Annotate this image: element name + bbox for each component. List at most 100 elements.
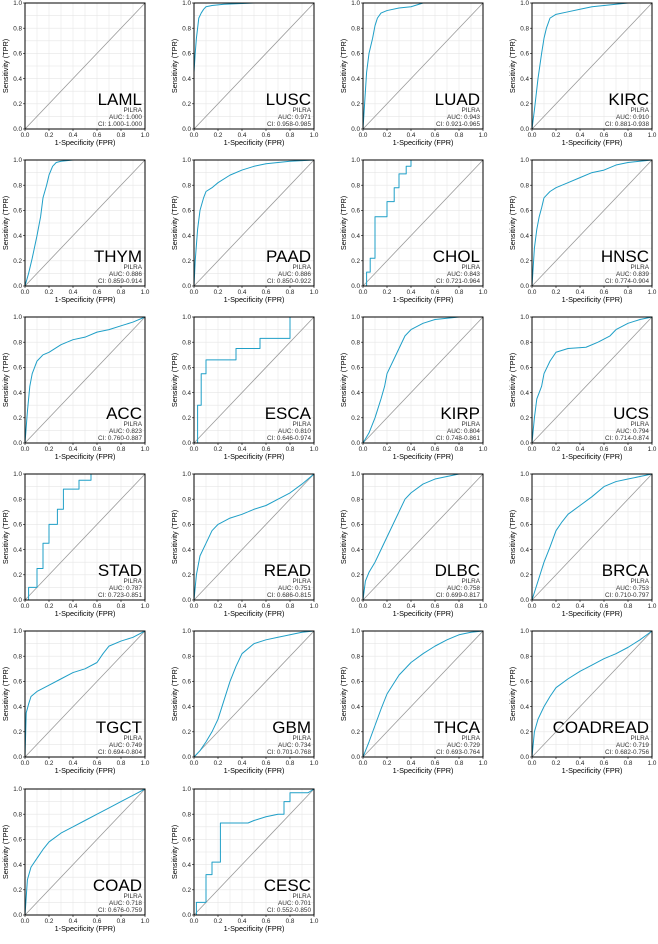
panel-title: LAML: [98, 90, 142, 109]
y-tick-label: 1.0: [13, 471, 22, 478]
y-tick-label: 0.6: [13, 837, 22, 844]
panel-title: CESC: [264, 876, 311, 895]
x-axis-label: 1-Specificity (FPR): [562, 766, 623, 775]
grid: [532, 3, 652, 129]
ci-label: CI: 0.850-0.922: [267, 278, 312, 285]
y-tick-label: 0.0: [182, 126, 191, 133]
ci-label: CI: 0.723-0.851: [98, 592, 143, 599]
y-tick-label: 0.0: [520, 283, 529, 290]
grid: [194, 3, 314, 129]
roc-panel-kirc: 0.00.0 0.2 0.2 0.4 0.4 0.6 0.6 0.8 0.8 1.0 1.0 1-Sp…: [508, 0, 657, 147]
reference-diagonal: [193, 630, 315, 758]
gene-label: PILRA: [293, 421, 312, 428]
x-tick-label: 0.0: [359, 132, 368, 139]
x-tick-label: 0.8: [286, 132, 295, 139]
reference-diagonal: [362, 473, 484, 601]
x-tick-label: 0.0: [21, 918, 30, 925]
auc-label: AUC: 0.753: [616, 585, 649, 592]
y-tick-label: 0.2: [351, 101, 360, 108]
x-axis-label: 1-Specificity (FPR): [55, 609, 116, 618]
plot-frame: [193, 473, 315, 601]
y-tick-label: 0.4: [182, 547, 191, 554]
y-tick-label: 0.8: [13, 182, 22, 189]
panel-title: STAD: [98, 561, 142, 580]
y-tick-label: 0.2: [182, 258, 191, 265]
y-tick-label: 0.8: [182, 339, 191, 346]
y-tick-label: 1.0: [13, 628, 22, 635]
panel-title: ESCA: [265, 404, 312, 423]
y-tick-label: 0.8: [182, 811, 191, 818]
reference-diagonal: [24, 316, 146, 444]
y-tick-label: 0.4: [520, 233, 529, 240]
x-tick-label: 0.8: [455, 760, 464, 767]
y-tick-label: 1.0: [13, 786, 22, 793]
x-axis-label: 1-Specificity (FPR): [224, 766, 285, 775]
x-tick-label: 0.4: [69, 918, 78, 925]
x-tick-label: 0.4: [238, 132, 247, 139]
y-tick-label: 1.0: [182, 0, 191, 7]
y-tick-label: 0.2: [520, 729, 529, 736]
x-axis-label: 1-Specificity (FPR): [224, 452, 285, 461]
roc-panel-acc: 0.00.0 0.2 0.2 0.4 0.4 0.6 0.6 0.8 0.8 1.0 1.0 1-Sp…: [1, 314, 150, 461]
x-tick-label: 0.0: [21, 446, 30, 453]
x-tick-label: 0.8: [624, 760, 633, 767]
y-axis-label: Sensitivity (TPR): [1, 39, 10, 93]
x-tick-label: 1.0: [310, 132, 319, 139]
y-tick-label: 0.4: [520, 76, 529, 83]
y-tick-label: 0.2: [182, 415, 191, 422]
y-tick-label: 0.2: [13, 258, 22, 265]
x-tick-label: 0.8: [117, 918, 126, 925]
y-tick-label: 0.2: [520, 415, 529, 422]
reference-diagonal: [531, 2, 653, 130]
grid: [194, 474, 314, 600]
y-axis-label: Sensitivity (TPR): [1, 667, 10, 721]
x-tick-label: 0.0: [528, 132, 537, 139]
reference-diagonal: [362, 2, 484, 130]
ci-label: CI: 0.699-0.817: [436, 592, 481, 599]
ci-label: CI: 0.958-0.985: [267, 121, 312, 128]
ci-label: CI: 0.881-0.938: [605, 121, 650, 128]
y-axis-label: Sensitivity (TPR): [170, 353, 179, 407]
y-tick-label: 0.2: [520, 101, 529, 108]
auc-label: AUC: 0.719: [616, 742, 649, 749]
x-axis-label: 1-Specificity (FPR): [55, 138, 116, 147]
roc-panel-esca: 0.00.0 0.2 0.2 0.4 0.4 0.6 0.6 0.8 0.8 1.0 1.0 1-Sp…: [170, 314, 319, 461]
roc-panel-paad: 0.00.0 0.2 0.2 0.4 0.4 0.6 0.6 0.8 0.8 1.0 1.0 1-Sp…: [170, 157, 319, 304]
ci-label: CI: 0.921-0.965: [436, 121, 481, 128]
reference-diagonal: [362, 630, 484, 758]
y-tick-label: 0.2: [182, 729, 191, 736]
y-tick-label: 0.4: [351, 390, 360, 397]
plot-frame: [193, 159, 315, 287]
x-tick-label: 0.6: [600, 289, 609, 296]
x-tick-label: 0.6: [262, 918, 271, 925]
x-tick-label: 0.2: [45, 289, 54, 296]
y-tick-label: 0.8: [182, 496, 191, 503]
ci-label: CI: 0.721-0.964: [436, 278, 481, 285]
y-axis-label: Sensitivity (TPR): [170, 825, 179, 879]
x-tick-label: 0.0: [21, 132, 30, 139]
y-tick-label: 0.8: [182, 653, 191, 660]
panel-title: COAD: [93, 876, 142, 895]
y-tick-label: 0.2: [182, 572, 191, 579]
x-tick-label: 0.2: [45, 918, 54, 925]
y-tick-label: 0.4: [13, 390, 22, 397]
y-tick-label: 1.0: [351, 471, 360, 478]
x-axis-label: 1-Specificity (FPR): [55, 452, 116, 461]
x-tick-label: 0.4: [238, 760, 247, 767]
x-tick-label: 0.6: [600, 132, 609, 139]
auc-label: AUC: 0.794: [616, 428, 649, 435]
y-tick-label: 0.0: [13, 597, 22, 604]
roc-curve: [25, 473, 145, 601]
y-tick-label: 0.8: [13, 653, 22, 660]
gene-label: PILRA: [293, 264, 312, 271]
x-axis-label: 1-Specificity (FPR): [55, 295, 116, 304]
y-tick-label: 1.0: [520, 471, 529, 478]
y-tick-label: 0.6: [13, 679, 22, 686]
grid: [532, 631, 652, 757]
auc-label: AUC: 0.943: [447, 114, 480, 121]
y-tick-label: 0.2: [520, 258, 529, 265]
x-tick-label: 0.6: [431, 603, 440, 610]
y-axis-label: Sensitivity (TPR): [339, 196, 348, 250]
ci-label: CI: 0.552-0.850: [267, 907, 312, 914]
x-tick-label: 0.2: [45, 760, 54, 767]
